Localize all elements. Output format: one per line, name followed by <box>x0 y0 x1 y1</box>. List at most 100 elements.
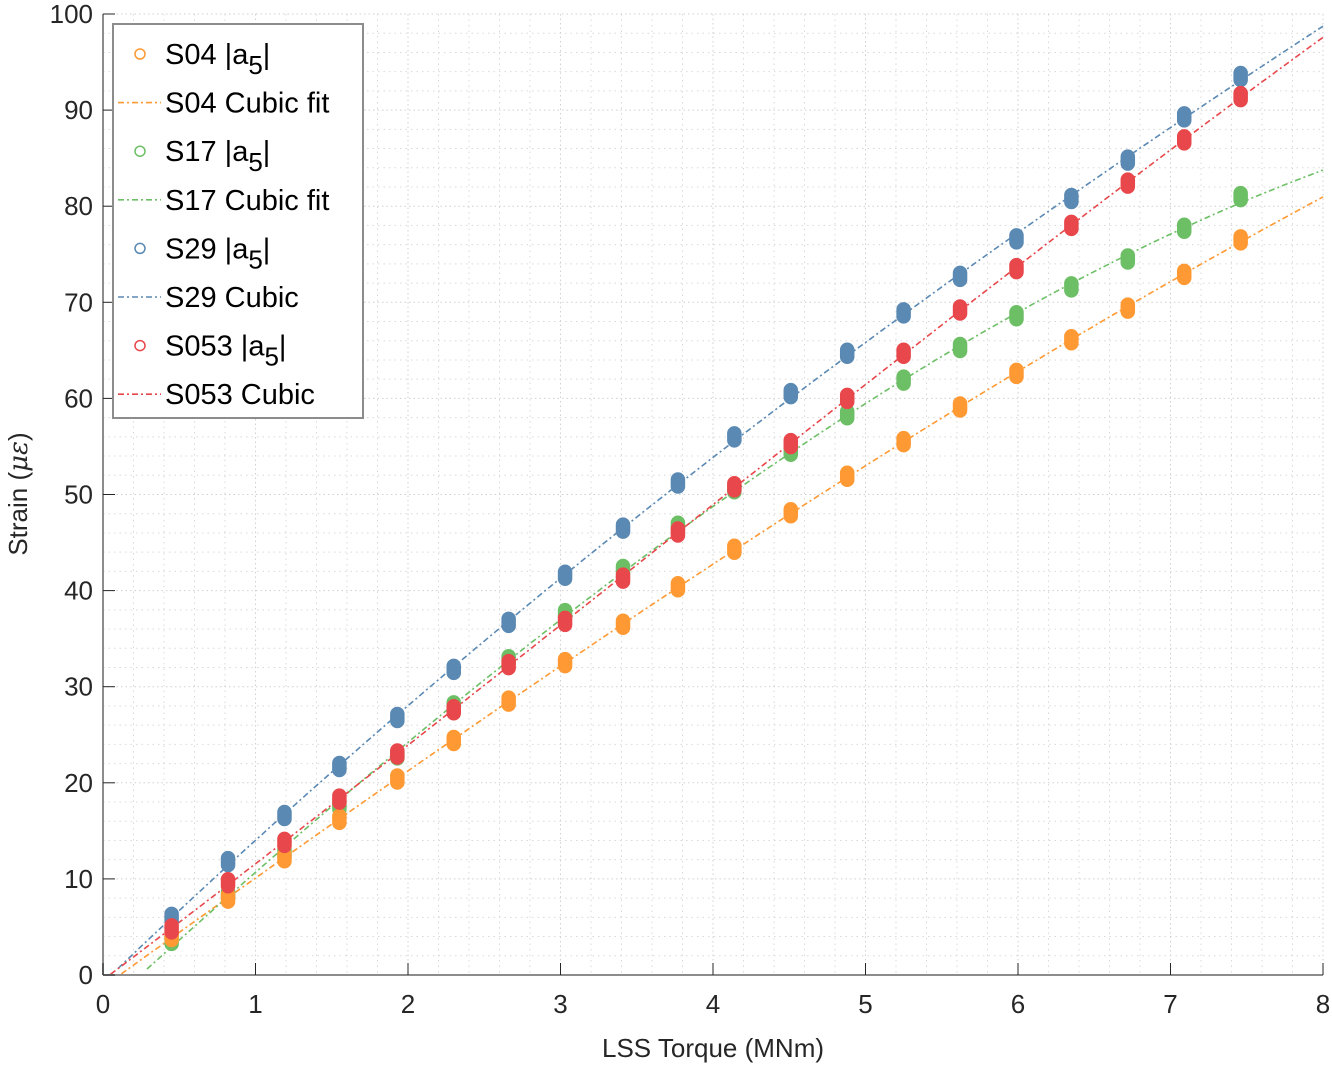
y-tick-label: 60 <box>64 383 93 413</box>
legend-item-s17-cubic-fit: S17 Cubic fit <box>118 185 329 217</box>
data-markers <box>164 65 1248 952</box>
data-point <box>277 804 292 827</box>
data-point <box>446 729 461 752</box>
legend-item-s29-a5-: S29 |a5| <box>134 233 270 274</box>
y-axis-label-main: Strain ( <box>3 472 33 556</box>
data-point <box>615 613 631 635</box>
data-point <box>1120 248 1136 270</box>
x-tick-label: 3 <box>553 989 567 1019</box>
x-tick-label: 2 <box>401 989 415 1019</box>
y-tick-label: 30 <box>64 672 93 702</box>
data-point <box>783 382 799 405</box>
x-tick-label: 7 <box>1163 989 1177 1019</box>
legend-label: S053 Cubic <box>165 379 315 411</box>
data-point <box>1064 214 1079 237</box>
data-point <box>1120 297 1136 319</box>
x-tick-label: 6 <box>1011 989 1025 1019</box>
y-axis-label-close: ) <box>3 432 33 441</box>
data-point <box>896 342 911 364</box>
data-point <box>332 808 347 831</box>
legend-label-subscript: 5 <box>264 342 278 372</box>
y-tick-label: 20 <box>64 768 93 798</box>
data-point <box>1233 229 1248 251</box>
legend-label-main: S29 |a <box>165 233 249 265</box>
legend-label-subscript: 5 <box>248 244 262 274</box>
data-point <box>670 521 686 543</box>
data-point <box>446 658 461 681</box>
data-point <box>896 430 911 453</box>
data-point <box>1233 65 1248 88</box>
legend-label-tail: | <box>279 331 287 363</box>
legend-item-s17-a5-: S17 |a5| <box>134 136 271 177</box>
data-point <box>896 369 911 391</box>
data-point <box>783 502 799 524</box>
data-point <box>615 517 631 539</box>
legend-label-main: S04 Cubic fit <box>165 88 329 120</box>
marker-series-s053-a5- <box>164 85 1248 940</box>
x-tick-label: 4 <box>706 989 720 1019</box>
legend-label: S17 Cubic fit <box>165 185 329 217</box>
legend-item-s053-a5-: S053 |a5| <box>134 331 286 372</box>
data-point <box>1009 257 1024 280</box>
data-point <box>1120 149 1136 171</box>
data-point <box>557 610 573 633</box>
legend-label-main: S04 |a <box>165 39 249 71</box>
data-point <box>501 690 516 712</box>
legend-label-main: S17 Cubic fit <box>165 185 329 217</box>
x-tick-label: 5 <box>858 989 872 1019</box>
x-axis-ticks: 0 1 2 3 4 5 6 7 8 <box>96 963 1330 1019</box>
data-point <box>952 396 968 418</box>
data-point <box>1064 276 1079 298</box>
data-point <box>332 755 347 778</box>
data-point <box>1064 329 1079 351</box>
legend-label-main: S29 Cubic <box>165 282 299 314</box>
legend-label-tail: | <box>263 39 271 71</box>
data-point <box>501 653 516 676</box>
data-point <box>839 387 855 410</box>
legend-label-subscript: 5 <box>248 50 262 80</box>
data-point <box>670 576 686 598</box>
legend-label-subscript: 5 <box>248 147 262 177</box>
data-point <box>952 265 968 288</box>
data-point <box>446 699 461 721</box>
data-point <box>1176 129 1192 151</box>
legend-item-s04-a5-: S04 |a5| <box>134 39 270 80</box>
legend-label: S29 |a5| <box>165 233 270 274</box>
data-point <box>390 768 405 790</box>
y-tick-label: 80 <box>64 191 93 221</box>
data-point <box>727 476 742 498</box>
data-point <box>1120 172 1136 194</box>
data-point <box>1233 85 1248 108</box>
data-point <box>839 342 855 364</box>
y-axis-ticks: 0 10 20 30 40 50 60 70 80 90 100 <box>50 0 115 990</box>
x-tick-label: 0 <box>96 989 110 1019</box>
y-tick-label: 90 <box>64 95 93 125</box>
legend-label-tail: | <box>263 136 271 168</box>
data-point <box>277 831 292 854</box>
data-point <box>1176 106 1192 128</box>
data-point <box>1176 217 1192 240</box>
y-tick-label: 40 <box>64 576 93 606</box>
x-axis-label: LSS Torque (MNm) <box>602 1033 824 1063</box>
data-point <box>557 651 573 674</box>
legend-label: S04 Cubic fit <box>165 88 329 120</box>
data-point <box>390 706 405 729</box>
legend-label: S053 |a5| <box>165 331 286 372</box>
legend-marker-icon <box>134 339 146 352</box>
marker-series-s29-a5- <box>164 65 1248 929</box>
legend-box <box>112 23 364 419</box>
legend-label: S04 |a5| <box>165 39 270 80</box>
y-tick-label: 0 <box>79 960 93 990</box>
data-point <box>1009 228 1024 250</box>
legend-item-s29-cubic: S29 Cubic <box>118 282 299 314</box>
data-point <box>1064 187 1079 210</box>
legend-marker-icon <box>134 145 146 157</box>
data-point <box>220 871 236 894</box>
data-point <box>727 426 742 448</box>
data-point <box>332 788 347 810</box>
fit-line-s053-cubic <box>110 36 1324 975</box>
y-tick-label: 70 <box>64 287 93 317</box>
data-point <box>952 299 968 321</box>
legend-item-s053-cubic: S053 Cubic <box>118 379 315 411</box>
